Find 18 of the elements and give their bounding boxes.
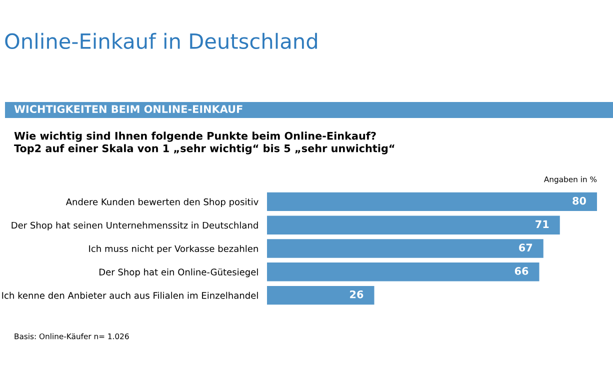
data-label: 26 [350, 290, 364, 298]
y-tick-label: Der Shop hat seinen Unternehmenssitz in Deutschland [12, 222, 258, 230]
y-tick-label: Ich muss nicht per Vorkasse bezahlen [89, 245, 258, 254]
text: Wie wichtig sind Ihnen folgende Punkte beim Online-Einkauf? Top2 auf einer Skala von 1 „sehr wichtig“ bis 5 „sehr unwichtig“ [14, 132, 394, 154]
data-label: 71 [536, 220, 549, 228]
bar [267, 192, 597, 212]
bar [267, 239, 544, 258]
data-label: 80 [572, 196, 586, 205]
text: WICHTIGKEITEN BEIM ONLINE-EINKAUF [14, 105, 242, 114]
y-tick-label: Der Shop hat ein Online-Gütesiegel [100, 268, 258, 278]
y-tick-label: Andere Kunden bewerten den Shop positiv [66, 198, 258, 208]
y-tick-label: Ich kenne den Anbieter auch aus Filialen im Einzelhandel [2, 292, 258, 299]
bar [267, 262, 540, 282]
chart-title: Online-Einkauf in Deutschland [5, 32, 317, 50]
bar [267, 286, 374, 305]
bar [267, 216, 560, 234]
data-label: 66 [514, 267, 528, 275]
data-label: 67 [519, 244, 532, 252]
